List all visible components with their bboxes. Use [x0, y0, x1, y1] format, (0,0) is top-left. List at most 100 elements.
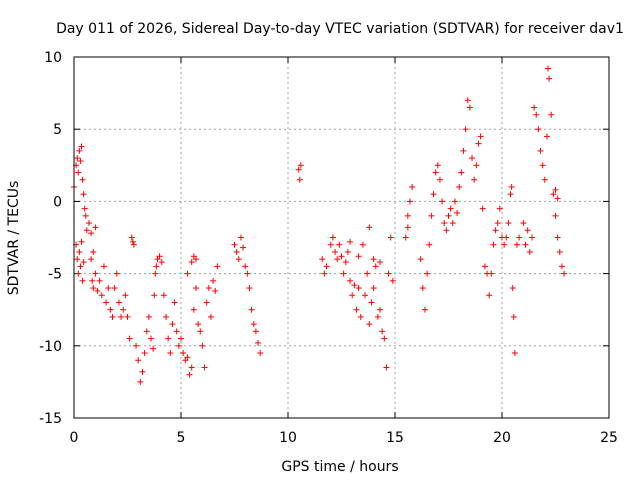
data-point	[148, 335, 155, 342]
data-point	[96, 277, 103, 284]
data-point	[77, 157, 84, 164]
data-point	[554, 234, 561, 241]
data-point	[558, 263, 565, 270]
x-tick-label: 5	[177, 430, 186, 446]
data-point	[184, 270, 191, 277]
data-point	[462, 126, 469, 133]
data-point	[338, 253, 345, 260]
data-point	[545, 65, 552, 72]
y-tick-label: -15	[39, 411, 62, 427]
data-point	[432, 169, 439, 176]
data-point	[550, 191, 557, 198]
data-point	[175, 342, 182, 349]
data-point	[528, 234, 535, 241]
data-point	[510, 313, 517, 320]
data-point	[199, 342, 206, 349]
data-point	[436, 176, 443, 183]
data-point	[76, 147, 83, 154]
x-tick-label: 25	[600, 430, 618, 446]
data-point	[430, 191, 437, 198]
data-point	[490, 241, 497, 248]
data-point	[434, 162, 441, 169]
data-point	[237, 234, 244, 241]
data-point	[188, 364, 195, 371]
data-point	[120, 306, 127, 313]
data-point	[554, 195, 561, 202]
data-point	[439, 198, 446, 205]
data-point	[141, 350, 148, 357]
data-point	[137, 378, 144, 385]
data-point	[210, 277, 217, 284]
data-point	[334, 256, 341, 263]
data-point	[165, 335, 172, 342]
data-point	[389, 277, 396, 284]
data-point	[362, 292, 369, 299]
data-point	[419, 285, 426, 292]
chart-title: Day 011 of 2026, Sidereal Day-to-day VTE…	[56, 21, 624, 37]
data-point	[336, 241, 343, 248]
data-point	[387, 234, 394, 241]
data-point	[81, 205, 88, 212]
data-point	[469, 155, 476, 162]
data-point	[533, 111, 540, 118]
x-tick-label: 10	[279, 430, 297, 446]
data-point	[535, 126, 542, 133]
data-point	[426, 241, 433, 248]
data-point	[349, 292, 356, 299]
data-point	[135, 357, 142, 364]
data-point	[501, 241, 508, 248]
data-point	[552, 186, 559, 193]
y-axis-label: SDTVAR / TECUs	[6, 181, 22, 296]
data-point	[486, 292, 493, 299]
data-point	[80, 259, 87, 266]
data-point	[90, 248, 97, 255]
data-point	[327, 241, 334, 248]
data-point	[201, 364, 208, 371]
data-point	[421, 306, 428, 313]
data-point	[441, 220, 448, 227]
data-point	[122, 292, 129, 299]
data-point	[456, 183, 463, 190]
x-tick-label: 15	[386, 430, 404, 446]
data-point	[509, 285, 516, 292]
data-point	[192, 256, 199, 263]
data-point	[89, 277, 96, 284]
data-point	[78, 238, 85, 245]
data-point	[79, 176, 86, 183]
data-point	[368, 299, 375, 306]
data-point	[347, 277, 354, 284]
data-point	[248, 306, 255, 313]
data-point	[190, 306, 197, 313]
data-point	[107, 306, 114, 313]
data-point	[92, 270, 99, 277]
data-point	[471, 176, 478, 183]
x-tick-label: 0	[70, 430, 79, 446]
data-point	[516, 234, 523, 241]
data-point	[460, 147, 467, 154]
data-point	[370, 285, 377, 292]
data-point	[402, 234, 409, 241]
data-point	[192, 285, 199, 292]
data-point	[173, 328, 180, 335]
data-point	[186, 371, 193, 378]
data-point	[100, 263, 107, 270]
data-point	[160, 292, 167, 299]
data-point	[404, 212, 411, 219]
data-point	[409, 183, 416, 190]
data-point	[103, 299, 110, 306]
data-point	[128, 234, 135, 241]
data-point	[357, 313, 364, 320]
y-tick-labels: 10 5 0 -5 -10 -15	[39, 50, 62, 427]
data-point	[233, 248, 240, 255]
data-point	[520, 220, 527, 227]
data-point	[332, 248, 339, 255]
data-point	[494, 220, 501, 227]
data-point	[184, 354, 191, 361]
data-point	[353, 306, 360, 313]
data-point	[355, 253, 362, 260]
data-point	[235, 256, 242, 263]
data-point	[75, 169, 82, 176]
data-point	[366, 224, 373, 231]
